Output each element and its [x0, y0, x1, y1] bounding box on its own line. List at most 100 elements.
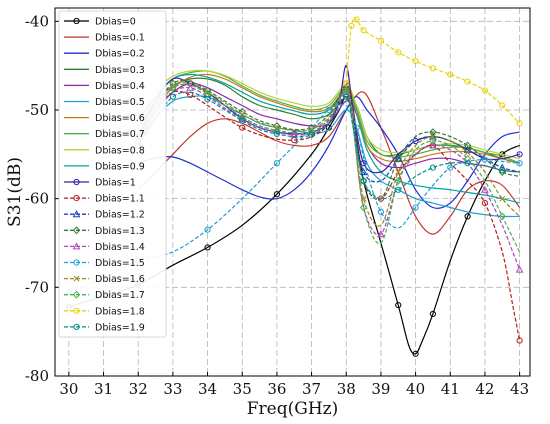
- series-2: [138, 96, 520, 209]
- x-axis-label: Freq(GHz): [247, 399, 339, 419]
- series-9: [137, 73, 520, 204]
- series-marker: [463, 141, 472, 150]
- legend-entry-label: Dbias=0: [95, 17, 136, 28]
- legend-entry-label: Dbias=0.5: [95, 97, 145, 108]
- series-marker: [377, 208, 385, 216]
- series-marker: [394, 154, 402, 163]
- series-12: [134, 83, 520, 183]
- series-marker: [169, 83, 177, 92]
- legend-entry-label: Dbias=1.1: [95, 194, 145, 205]
- series-marker: [204, 244, 211, 251]
- series-marker: [203, 86, 212, 95]
- series-marker: [515, 265, 524, 273]
- series-marker: [307, 123, 316, 132]
- series-marker: [516, 160, 523, 167]
- series-marker: [395, 186, 402, 193]
- x-tick-label: 42: [475, 380, 494, 398]
- series-marker: [429, 141, 437, 149]
- series-marker: [169, 93, 176, 100]
- series-18: [343, 16, 523, 127]
- series-marker: [72, 290, 81, 299]
- series-marker: [516, 151, 523, 158]
- legend-entry-label: Dbias=1.3: [95, 226, 145, 237]
- series-line: [137, 82, 521, 227]
- series-marker: [412, 350, 419, 357]
- series-line: [137, 83, 521, 253]
- x-tick-label: 38: [337, 380, 356, 398]
- series-marker: [273, 191, 280, 198]
- series-marker: [204, 96, 211, 103]
- y-axis-label: S31(dB): [5, 157, 25, 227]
- legend-entry-label: Dbias=0.8: [95, 145, 145, 156]
- legend-entry-label: Dbias=0.1: [95, 33, 145, 44]
- legend-entry-label: Dbias=0.4: [95, 81, 145, 92]
- series-marker: [429, 164, 437, 171]
- series-marker: [464, 78, 471, 85]
- series-marker: [73, 307, 80, 314]
- series-line: [137, 79, 520, 201]
- series-marker: [360, 27, 367, 34]
- series-marker: [464, 213, 471, 220]
- series-marker: [187, 80, 194, 87]
- series-marker: [412, 58, 419, 65]
- series-marker: [429, 65, 437, 72]
- series-line: [137, 82, 521, 341]
- series-marker: [73, 275, 80, 282]
- series-marker: [239, 124, 246, 131]
- series-marker: [169, 83, 176, 89]
- plot-frame: [54, 7, 531, 377]
- legend-entry-label: Dbias=0.9: [95, 161, 145, 172]
- y-tick-label: -80: [25, 367, 49, 385]
- series-line: [138, 96, 520, 209]
- series-line: [137, 69, 520, 160]
- legend-entry-label: Dbias=0.3: [95, 65, 145, 76]
- legend-entry-label: Dbias=1: [95, 178, 136, 189]
- series-marker: [498, 212, 506, 221]
- x-tick-label: 33: [163, 380, 182, 398]
- series-marker: [463, 154, 472, 163]
- series-line: [137, 82, 520, 173]
- axis-ticks: 30 31 32 33 34 35 36 37 38 39 40 41 42 43 -40 -50 -60 -70…: [25, 12, 529, 398]
- x-tick-label: 43: [510, 380, 529, 398]
- x-tick-label: 41: [441, 380, 460, 398]
- series-marker: [343, 80, 350, 87]
- series-marker: [273, 160, 280, 167]
- series-marker: [464, 160, 471, 167]
- series-marker: [72, 210, 81, 218]
- series-marker: [516, 120, 523, 127]
- series-marker: [325, 106, 333, 114]
- series-marker: [72, 226, 81, 235]
- series-marker: [395, 49, 402, 56]
- series-17: [134, 83, 521, 253]
- series-4: [137, 82, 520, 173]
- series-marker: [412, 204, 419, 211]
- series-marker: [273, 130, 280, 138]
- series-marker: [73, 178, 80, 186]
- series-marker: [359, 203, 368, 212]
- x-tick-label: 39: [371, 380, 390, 398]
- series-marker: [447, 71, 454, 78]
- legend-entry-label: Dbias=1.2: [95, 210, 145, 221]
- legend-entry-label: Dbias=1.9: [95, 322, 145, 333]
- x-tick-label: 36: [267, 380, 286, 398]
- legend-entry-label: Dbias=0.6: [95, 113, 145, 124]
- series-line: [137, 83, 520, 183]
- series-marker: [204, 226, 211, 233]
- series-marker: [377, 230, 385, 238]
- series-line: [137, 86, 521, 270]
- series-marker: [308, 131, 315, 138]
- x-tick-label: 32: [129, 380, 148, 398]
- y-tick-label: -60: [25, 190, 49, 208]
- x-tick-label: 37: [302, 380, 321, 398]
- series-marker: [204, 89, 211, 96]
- series-marker: [429, 128, 437, 137]
- series-marker: [481, 199, 489, 207]
- legend-entry-label: Dbias=1.4: [95, 242, 145, 253]
- series-19: [135, 91, 520, 200]
- series-marker: [464, 149, 471, 156]
- legend-entry-label: Dbias=0.7: [95, 129, 145, 140]
- series-marker: [499, 151, 506, 158]
- series-13: [134, 79, 520, 201]
- legend-entry-label: Dbias=1.8: [95, 306, 145, 317]
